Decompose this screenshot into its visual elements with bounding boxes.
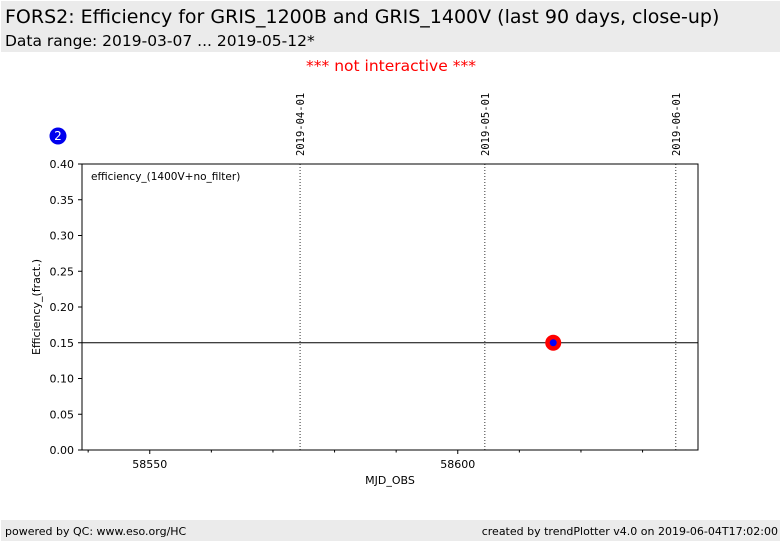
header-panel: FORS2: Efficiency for GRIS_1200B and GRI…: [1, 1, 780, 52]
legend-text: efficiency_(1400V+no_filter): [91, 171, 240, 183]
y-tick-label: 0.10: [50, 373, 75, 386]
y-tick-label: 0.00: [50, 444, 75, 457]
y-tick-label: 0.40: [50, 158, 75, 171]
y-tick-label: 0.35: [50, 194, 75, 207]
y-tick-label: 0.20: [50, 301, 75, 314]
not-interactive-notice: *** not interactive ***: [306, 57, 476, 75]
data-point: [549, 339, 557, 347]
date-marker-label: 2019-04-01: [295, 93, 307, 156]
panel-number-badge: [49, 127, 67, 145]
y-tick-label: 0.15: [50, 337, 75, 350]
plot-frame: [81, 163, 699, 451]
panel-number: 2: [54, 129, 62, 143]
footer-powered-by: powered by QC: www.eso.org/HC: [5, 525, 187, 538]
y-axis-label: Efficiency_(fract.): [30, 259, 43, 355]
date-marker-label: 2019-06-01: [671, 93, 683, 156]
footer-panel: powered by QC: www.eso.org/HC created by…: [1, 520, 780, 541]
page-title: FORS2: Efficiency for GRIS_1200B and GRI…: [5, 6, 720, 28]
x-tick-label: 58550: [132, 458, 167, 471]
date-marker-label: 2019-05-01: [480, 93, 492, 156]
y-tick-label: 0.05: [50, 408, 75, 421]
footer-created-by: created by trendPlotter v4.0 on 2019-06-…: [481, 525, 778, 538]
y-tick-label: 0.30: [50, 230, 75, 243]
data-range-subtitle: Data range: 2019-03-07 ... 2019-05-12*: [5, 32, 315, 50]
y-tick-label: 0.25: [50, 265, 75, 278]
x-tick-label: 58600: [440, 458, 475, 471]
x-axis-label: MJD_OBS: [365, 474, 415, 487]
